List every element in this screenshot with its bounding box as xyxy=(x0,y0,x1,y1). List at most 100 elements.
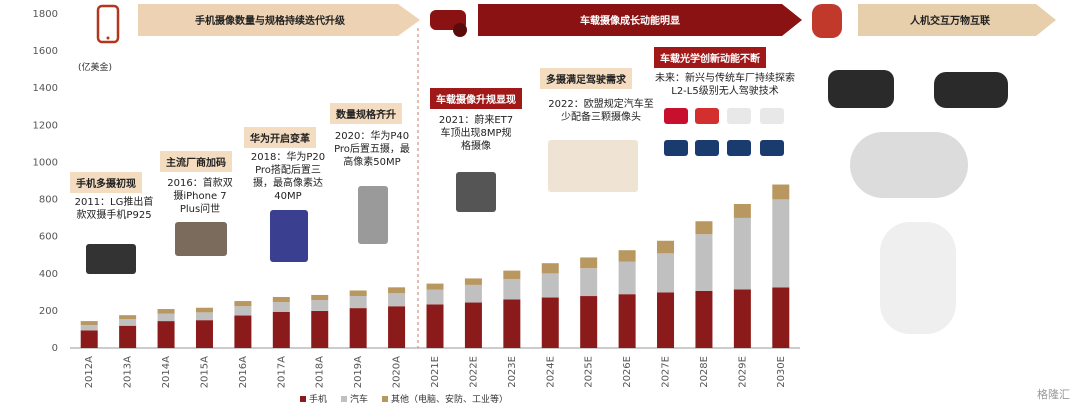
ar-glasses-image xyxy=(934,72,1008,108)
x-tick-label: 2024E xyxy=(545,356,556,388)
bar-2014A-series-0 xyxy=(157,321,175,348)
watermark: 格隆汇 xyxy=(1037,388,1070,401)
bar-2027E-series-1 xyxy=(657,253,675,293)
bar-2015A-series-1 xyxy=(195,312,213,321)
x-tick-label: 2029E xyxy=(737,356,748,388)
legend-swatch-auto xyxy=(341,395,348,402)
y-axis-unit: (亿美金) xyxy=(78,63,113,73)
milestone-desc-2: 2016：首款双摄iPhone 7 Plus问世 xyxy=(167,178,233,215)
legend-item-phone: 手机 xyxy=(300,392,327,405)
y-tick-label: 400 xyxy=(39,269,58,280)
bar-2027E-series-0 xyxy=(657,292,675,348)
future-car-image xyxy=(850,132,968,198)
y-tick-label: 800 xyxy=(39,195,58,206)
phone-icon xyxy=(96,4,120,44)
x-tick-label: 2014A xyxy=(161,356,172,388)
bar-2019A-series-1 xyxy=(349,296,367,309)
bar-2024E-series-0 xyxy=(541,297,559,348)
bar-2022E-series-1 xyxy=(464,284,482,303)
bar-2028E-series-2 xyxy=(695,221,713,235)
bar-2030E-series-0 xyxy=(772,287,790,348)
toyota-logo-icon xyxy=(727,108,751,124)
bar-2024E-series-2 xyxy=(541,263,559,274)
bar-2023E-series-2 xyxy=(503,270,521,279)
x-tick-label: 2019A xyxy=(353,356,364,388)
y-tick-label: 1800 xyxy=(33,9,58,20)
x-tick-label: 2028E xyxy=(699,356,710,388)
phone-icon-button xyxy=(106,36,110,40)
x-tick-label: 2016A xyxy=(238,356,249,388)
ai-head-icon xyxy=(812,4,842,38)
tesla-logo-icon xyxy=(664,108,688,124)
bar-2019A-series-2 xyxy=(349,290,367,297)
bar-2015A-series-0 xyxy=(195,320,213,348)
milestone-tag-5: 车载摄像升规显现 xyxy=(430,88,522,109)
milestone-tag-2: 主流厂商加码 xyxy=(160,151,232,172)
bar-2018A-series-0 xyxy=(311,310,329,348)
bar-2017A-series-1 xyxy=(272,302,290,312)
vr-headset-image xyxy=(828,70,894,108)
x-tick-label: 2030E xyxy=(776,356,787,388)
bar-2014A-series-1 xyxy=(157,313,175,322)
bar-2017A-series-2 xyxy=(272,296,290,303)
x-tick-label: 2018A xyxy=(315,356,326,388)
bar-2021E-series-1 xyxy=(426,289,444,305)
car-camera-image xyxy=(456,172,496,212)
bar-2020A-series-1 xyxy=(388,293,406,307)
chart-legend: 手机 汽车 其他（电脑、安防、工业等） xyxy=(300,392,508,405)
car-camera-icon xyxy=(453,23,467,37)
phase2-label: 车载摄像成长动能明显 xyxy=(580,14,680,27)
phase3-arrow xyxy=(858,4,1056,36)
bar-2026E-series-1 xyxy=(618,261,636,295)
legend-label-other: 其他（电脑、安防、工业等） xyxy=(391,395,509,405)
ford-logo-icon xyxy=(727,140,751,156)
bar-2012A-series-0 xyxy=(80,330,98,348)
bar-2025E-series-0 xyxy=(580,296,598,348)
bar-2029E-series-1 xyxy=(733,217,751,290)
phase2-arrow xyxy=(478,4,802,36)
bar-2017A-series-0 xyxy=(272,311,290,348)
legend-label-phone: 手机 xyxy=(309,395,328,405)
x-tick-label: 2013A xyxy=(123,356,134,388)
milestone-tag-4: 数量规格齐升 xyxy=(330,103,402,124)
milestone-desc-1: 2011：LG推出首款双摄手机P925 xyxy=(74,197,154,221)
x-tick-label: 2015A xyxy=(199,356,210,388)
y-tick-label: 1600 xyxy=(33,46,58,57)
volkswagen-logo-icon xyxy=(760,140,784,156)
y-tick-label: 600 xyxy=(39,232,58,243)
milestone-tag-1: 手机多摄初现 xyxy=(70,172,142,193)
bar-2018A-series-1 xyxy=(311,300,329,311)
bar-2023E-series-0 xyxy=(503,299,521,348)
bar-2016A-series-2 xyxy=(234,301,252,307)
phone-huawei-p20-image xyxy=(270,210,308,262)
volvo-logo-icon xyxy=(760,108,784,124)
bar-2030E-series-1 xyxy=(772,199,790,288)
bar-2012A-series-2 xyxy=(80,321,98,326)
bar-2015A-series-2 xyxy=(195,307,213,313)
robot-image xyxy=(880,222,956,334)
xpeng-logo-icon xyxy=(695,140,719,156)
legend-item-other: 其他（电脑、安防、工业等） xyxy=(382,392,508,405)
phase1-arrow xyxy=(138,4,420,36)
byd-logo-icon xyxy=(695,108,719,124)
car-top-view-image xyxy=(548,140,638,192)
milestone-desc-6: 2022：欧盟规定汽车至少配备三颗摄像头 xyxy=(548,99,654,123)
bar-2026E-series-2 xyxy=(618,250,636,262)
y-tick-label: 1000 xyxy=(33,157,58,168)
y-tick-label: 1200 xyxy=(33,120,58,131)
bar-2012A-series-1 xyxy=(80,325,98,331)
y-tick-label: 1400 xyxy=(33,83,58,94)
bar-2018A-series-2 xyxy=(311,294,329,301)
milestone-tag-3: 华为开启变革 xyxy=(244,127,316,148)
bar-2013A-series-1 xyxy=(119,319,137,326)
y-tick-label: 200 xyxy=(39,306,58,317)
bar-2029E-series-0 xyxy=(733,289,751,348)
bar-2028E-series-1 xyxy=(695,234,713,291)
x-tick-label: 2027E xyxy=(661,356,672,388)
x-tick-label: 2017A xyxy=(276,356,287,388)
phase1-label: 手机摄像数量与规格持续迭代升级 xyxy=(195,14,346,27)
milestone-desc-4: 2020：华为P40 Pro后置五摄，最高像素50MP xyxy=(334,131,410,168)
milestone-tag-7: 车载光学创新动能不断 xyxy=(654,47,766,68)
x-tick-label: 2021E xyxy=(430,356,441,388)
